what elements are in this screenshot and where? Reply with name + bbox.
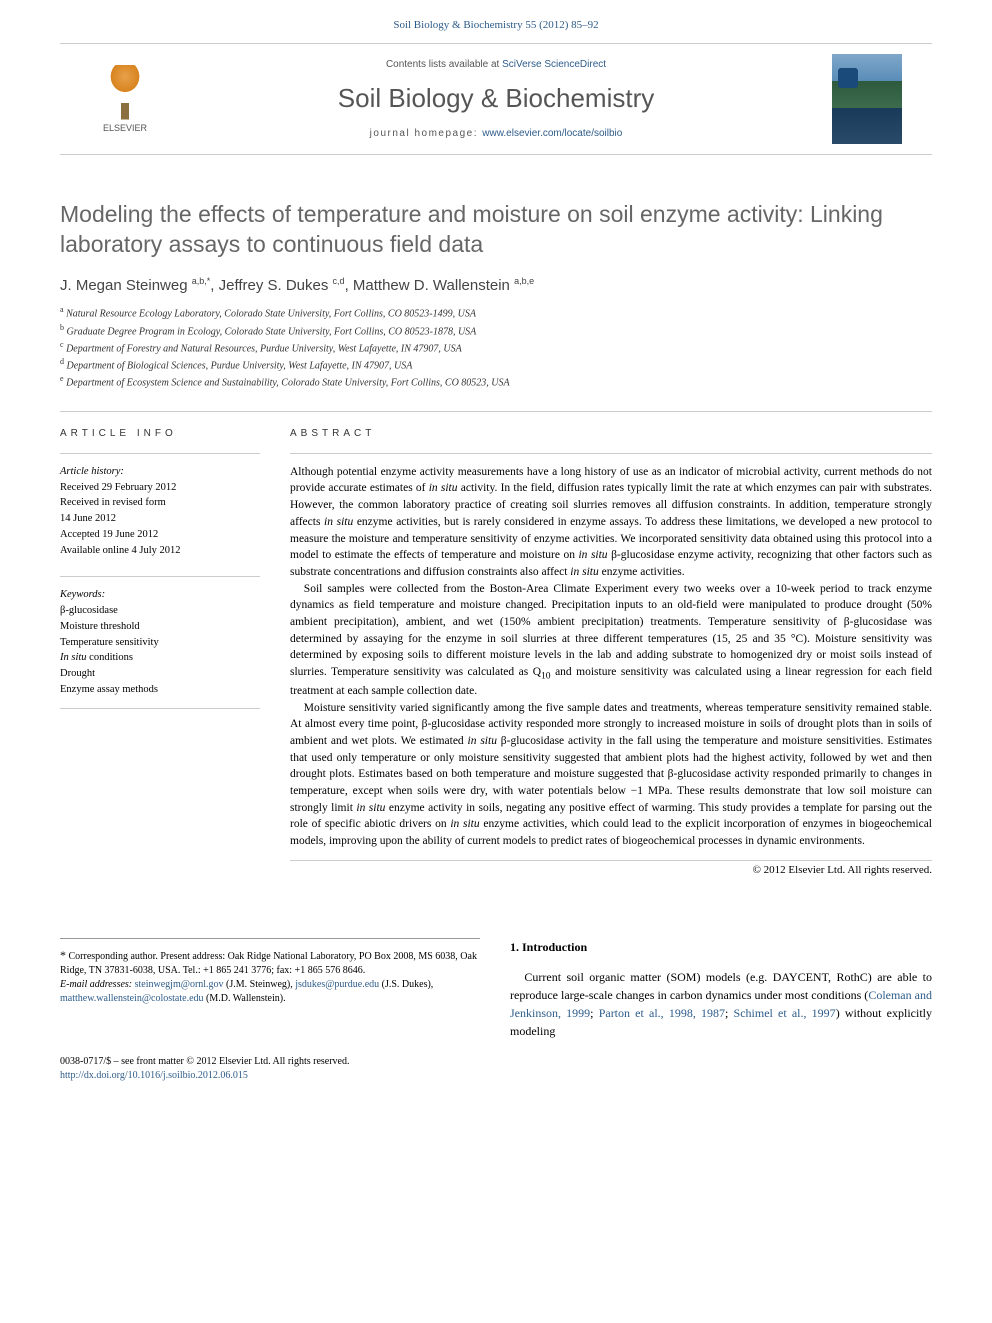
- email-link[interactable]: matthew.wallenstein@colostate.edu: [60, 993, 204, 1004]
- history-line: Received 29 February 2012: [60, 480, 260, 496]
- article-history: Article history: Received 29 February 20…: [60, 453, 260, 559]
- introduction-paragraph: Current soil organic matter (SOM) models…: [510, 968, 932, 1040]
- journal-name: Soil Biology & Biochemistry: [160, 80, 832, 116]
- masthead-center: Contents lists available at SciVerse Sci…: [160, 58, 832, 140]
- homepage-link[interactable]: www.elsevier.com/locate/soilbio: [482, 128, 622, 139]
- contents-line: Contents lists available at SciVerse Sci…: [160, 58, 832, 72]
- elsevier-logo[interactable]: ELSEVIER: [90, 59, 160, 139]
- keyword-item: Drought: [60, 666, 260, 682]
- email-link[interactable]: steinwegjm@ornl.gov: [135, 979, 224, 990]
- introduction-block: 1. Introduction Current soil organic mat…: [510, 938, 932, 1040]
- keywords-block: Keywords: β-glucosidaseMoisture threshol…: [60, 576, 260, 708]
- email-link[interactable]: jsdukes@purdue.edu: [295, 979, 379, 990]
- corresponding-author-block: * Corresponding author. Present address:…: [60, 938, 480, 1040]
- contents-prefix: Contents lists available at: [386, 59, 502, 70]
- history-line: Available online 4 July 2012: [60, 543, 260, 559]
- citation-link[interactable]: Parton et al., 1998, 1987: [599, 1006, 725, 1020]
- abstract-heading: ABSTRACT: [290, 427, 932, 441]
- affiliation-line: b Graduate Degree Program in Ecology, Co…: [60, 322, 932, 339]
- affiliation-line: e Department of Ecosystem Science and Su…: [60, 373, 932, 390]
- email-label: E-mail addresses:: [60, 979, 132, 990]
- affiliation-line: c Department of Forestry and Natural Res…: [60, 339, 932, 356]
- footer: 0038-0717/$ – see front matter © 2012 El…: [60, 1055, 932, 1083]
- abstract-text: Although potential enzyme activity measu…: [290, 453, 932, 861]
- keyword-item: β-glucosidase: [60, 603, 260, 619]
- abstract-column: ABSTRACT Although potential enzyme activ…: [290, 427, 932, 878]
- affiliation-line: a Natural Resource Ecology Laboratory, C…: [60, 304, 932, 321]
- bottom-row: * Corresponding author. Present address:…: [60, 938, 932, 1040]
- affiliation-line: d Department of Biological Sciences, Pur…: [60, 356, 932, 373]
- corr-star-icon: *: [60, 948, 66, 962]
- homepage-line: journal homepage: www.elsevier.com/locat…: [160, 127, 832, 141]
- elsevier-tree-icon: [100, 65, 150, 120]
- authors-line: J. Megan Steinweg a,b,*, Jeffrey S. Duke…: [60, 275, 932, 296]
- corr-text: Corresponding author. Present address: O…: [60, 951, 477, 976]
- affiliations: a Natural Resource Ecology Laboratory, C…: [60, 304, 932, 391]
- journal-cover-thumbnail[interactable]: [832, 54, 902, 144]
- history-line: 14 June 2012: [60, 511, 260, 527]
- header-citation: Soil Biology & Biochemistry 55 (2012) 85…: [0, 0, 992, 43]
- homepage-prefix: journal homepage:: [370, 128, 483, 139]
- history-line: Accepted 19 June 2012: [60, 527, 260, 543]
- article-title: Modeling the effects of temperature and …: [60, 200, 932, 260]
- issn-line: 0038-0717/$ – see front matter © 2012 El…: [60, 1055, 932, 1069]
- keyword-item: Moisture threshold: [60, 619, 260, 635]
- history-label: Article history:: [60, 464, 260, 480]
- sciencedirect-link[interactable]: SciVerse ScienceDirect: [502, 59, 606, 70]
- introduction-heading: 1. Introduction: [510, 938, 932, 956]
- info-abstract-row: ARTICLE INFO Article history: Received 2…: [60, 411, 932, 878]
- keyword-item: Temperature sensitivity: [60, 635, 260, 651]
- article-info-column: ARTICLE INFO Article history: Received 2…: [60, 427, 260, 878]
- abstract-copyright: © 2012 Elsevier Ltd. All rights reserved…: [290, 863, 932, 878]
- article-info-heading: ARTICLE INFO: [60, 427, 260, 441]
- abstract-paragraph: Soil samples were collected from the Bos…: [290, 581, 932, 700]
- keyword-item: Enzyme assay methods: [60, 682, 260, 698]
- history-line: Received in revised form: [60, 495, 260, 511]
- elsevier-label: ELSEVIER: [103, 122, 147, 135]
- abstract-paragraph: Although potential enzyme activity measu…: [290, 464, 932, 581]
- keyword-item: In situ conditions: [60, 650, 260, 666]
- abstract-paragraph: Moisture sensitivity varied significantl…: [290, 700, 932, 850]
- masthead: ELSEVIER Contents lists available at Sci…: [60, 43, 932, 155]
- citation-link[interactable]: Schimel et al., 1997: [734, 1006, 836, 1020]
- keywords-label: Keywords:: [60, 587, 260, 603]
- doi-link[interactable]: http://dx.doi.org/10.1016/j.soilbio.2012…: [60, 1070, 248, 1081]
